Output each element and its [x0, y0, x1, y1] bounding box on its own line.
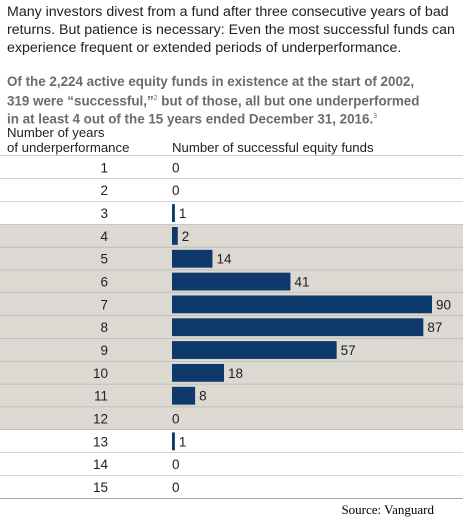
- value-label: 0: [172, 480, 180, 495]
- bar: [172, 204, 175, 222]
- bar: [172, 318, 424, 337]
- value-label: 0: [172, 183, 180, 198]
- bar: [172, 363, 224, 382]
- category-label: 2: [100, 183, 108, 198]
- category-label: 1: [100, 160, 108, 175]
- row-background: [0, 201, 463, 225]
- bar: [172, 295, 432, 314]
- intro-text: Many investors divest from a fund after …: [7, 4, 455, 56]
- row-background: [0, 384, 463, 408]
- value-label: 0: [172, 412, 180, 427]
- value-label: 1: [179, 434, 187, 449]
- value-label: 8: [199, 389, 207, 404]
- value-label: 87: [427, 320, 442, 335]
- bar: [172, 249, 213, 268]
- right-column-header: Number of successful equity funds: [172, 140, 374, 155]
- row-background: [0, 475, 463, 499]
- footnote-marker-2: 2: [153, 94, 158, 102]
- value-label: 1: [179, 206, 187, 221]
- value-label: 0: [172, 457, 180, 472]
- category-label: 7: [100, 297, 108, 312]
- row-background: [0, 178, 463, 202]
- left-column-header: Number of years of underperformance: [7, 125, 129, 155]
- category-label: 10: [93, 366, 108, 381]
- category-label: 9: [100, 343, 108, 358]
- category-label: 13: [93, 434, 108, 449]
- subtitle-line-3-pre: in at least 4 out of the 15 years ended …: [7, 111, 374, 127]
- row-background: [0, 429, 463, 453]
- subtitle-line-1: Of the 2,224 active equity funds in exis…: [7, 74, 415, 89]
- subtitle-line-2-pre: 319 were “successful,”: [7, 92, 154, 108]
- row-background: [0, 224, 463, 248]
- category-label: 5: [100, 252, 108, 267]
- row-background: [0, 407, 463, 430]
- bar: [172, 386, 196, 405]
- category-label: 11: [94, 389, 108, 404]
- bar: [172, 432, 175, 451]
- category-label: 14: [93, 457, 109, 472]
- row-background: [0, 156, 463, 179]
- value-label: 0: [172, 160, 180, 175]
- value-label: 2: [182, 229, 190, 244]
- subtitle-line-2-post: but of those, all but one underperformed: [157, 92, 420, 108]
- value-label: 57: [341, 343, 356, 358]
- category-label: 12: [93, 412, 108, 427]
- footnote-marker-3: 3: [373, 113, 378, 121]
- value-label: 14: [216, 252, 232, 267]
- row-background: [0, 361, 463, 385]
- chart-subtitle: Of the 2,224 active equity funds in exis…: [7, 74, 462, 128]
- value-label: 18: [228, 366, 243, 381]
- bar: [172, 226, 178, 245]
- category-label: 6: [100, 275, 108, 290]
- row-background: [0, 452, 463, 476]
- category-label: 15: [93, 480, 108, 495]
- value-label: 41: [294, 275, 309, 290]
- left-column-header-line-1: Number of years: [7, 125, 105, 140]
- category-label: 8: [100, 320, 108, 335]
- category-label: 4: [100, 229, 108, 244]
- category-label: 3: [100, 206, 108, 221]
- row-background: [0, 247, 463, 271]
- subtitle-line-3: in at least 4 out of the 15 years ended …: [7, 109, 462, 128]
- value-label: 90: [436, 297, 451, 312]
- bar: [172, 272, 291, 291]
- source-note: Source: Vanguard: [341, 502, 434, 517]
- bar: [172, 341, 337, 359]
- subtitle-line-2: 319 were “successful,”2 but of those, al…: [7, 91, 462, 110]
- left-column-header-line-2: of underperformance: [7, 140, 130, 155]
